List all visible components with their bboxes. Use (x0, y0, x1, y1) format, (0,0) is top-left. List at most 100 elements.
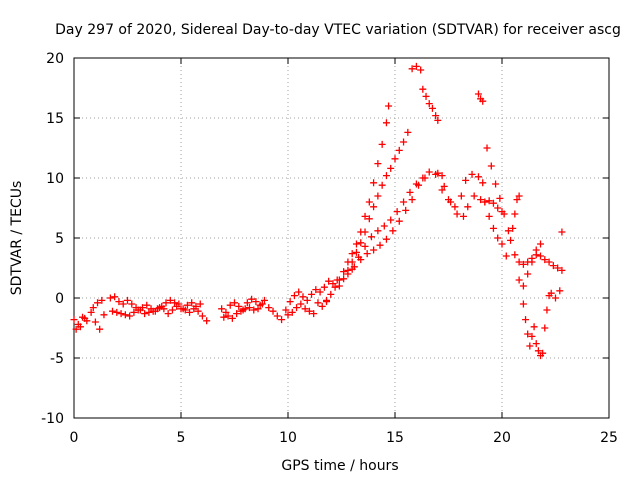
data-point (502, 252, 510, 260)
data-point (226, 301, 234, 309)
data-point (539, 349, 547, 357)
data-point (479, 179, 487, 187)
data-point (385, 102, 393, 110)
data-point (487, 162, 495, 170)
data-point (554, 264, 562, 272)
data-point (126, 312, 134, 320)
data-point (81, 314, 89, 322)
data-point (519, 282, 527, 290)
x-tick-label: 5 (177, 430, 186, 446)
data-point (72, 325, 80, 333)
data-point (387, 164, 395, 172)
data-point (198, 312, 206, 320)
series-late-c (515, 240, 545, 290)
data-point (404, 128, 412, 136)
series-low-sat-a (70, 308, 108, 333)
data-point (188, 299, 196, 307)
data-point (519, 300, 527, 308)
data-point (194, 307, 202, 315)
data-point (183, 301, 191, 309)
data-point (252, 298, 260, 306)
data-point (408, 65, 416, 73)
data-point (327, 290, 335, 298)
data-point (301, 305, 309, 313)
data-point (147, 305, 155, 313)
data-point (370, 246, 378, 254)
data-point (269, 307, 277, 315)
data-point (352, 240, 360, 248)
data-point (387, 216, 395, 224)
data-point (451, 203, 459, 211)
data-point (318, 302, 326, 310)
y-tick-label: 10 (46, 171, 64, 187)
data-point (524, 270, 532, 278)
data-point (556, 287, 564, 295)
data-point (515, 276, 523, 284)
series-dip (519, 292, 553, 360)
data-point (532, 246, 540, 254)
y-tick-label: 15 (46, 111, 64, 127)
data-point (545, 258, 553, 266)
data-point (128, 300, 136, 308)
data-point (528, 332, 536, 340)
data-point (434, 169, 442, 177)
data-point (357, 239, 365, 247)
data-point (314, 299, 322, 307)
data-point (203, 317, 211, 325)
data-point (543, 306, 551, 314)
data-point (515, 192, 523, 200)
data-point (498, 240, 506, 248)
data-point (87, 308, 95, 316)
data-point (453, 210, 461, 218)
series-rise-b (335, 128, 412, 290)
data-point (479, 97, 487, 105)
x-tick-label: 20 (493, 430, 511, 446)
data-point (367, 233, 375, 241)
series-late-b (511, 251, 566, 274)
data-point (310, 310, 318, 318)
series-descent-b (481, 198, 510, 260)
y-axis-label: SDTVAR / TECUs (9, 181, 25, 296)
data-point (513, 196, 521, 204)
data-point (145, 308, 153, 316)
data-point (459, 212, 467, 220)
data-point (477, 196, 485, 204)
data-point (421, 174, 429, 182)
grid-lines (74, 58, 609, 418)
data-point (340, 275, 348, 283)
data-point (511, 210, 519, 218)
data-point (282, 306, 290, 314)
data-point (382, 172, 390, 180)
data-point (370, 179, 378, 187)
data-point (406, 188, 414, 196)
data-point (134, 306, 142, 314)
data-point (295, 288, 303, 296)
data-point (522, 316, 530, 324)
data-point (374, 192, 382, 200)
data-point (425, 100, 433, 108)
data-point (494, 234, 502, 242)
data-point (489, 199, 497, 207)
axis-ticks: 0 5 10 15 20 25 -10 -5 0 5 10 15 20 (41, 51, 618, 446)
data-point (357, 256, 365, 264)
data-points (70, 62, 566, 360)
data-point (457, 192, 465, 200)
data-point (348, 250, 356, 258)
data-point (109, 307, 117, 315)
data-point (181, 306, 189, 314)
series-peak-top (408, 62, 425, 74)
data-point (254, 305, 262, 313)
data-point (537, 240, 545, 248)
data-point (402, 206, 410, 214)
data-point (547, 289, 555, 297)
data-point (468, 170, 476, 178)
data-point (305, 307, 313, 315)
data-point (507, 236, 515, 244)
data-point (156, 304, 164, 312)
data-point (299, 293, 307, 301)
data-point (243, 299, 251, 307)
data-point (286, 298, 294, 306)
data-point (297, 300, 305, 308)
data-point (171, 299, 179, 307)
data-point (290, 292, 298, 300)
